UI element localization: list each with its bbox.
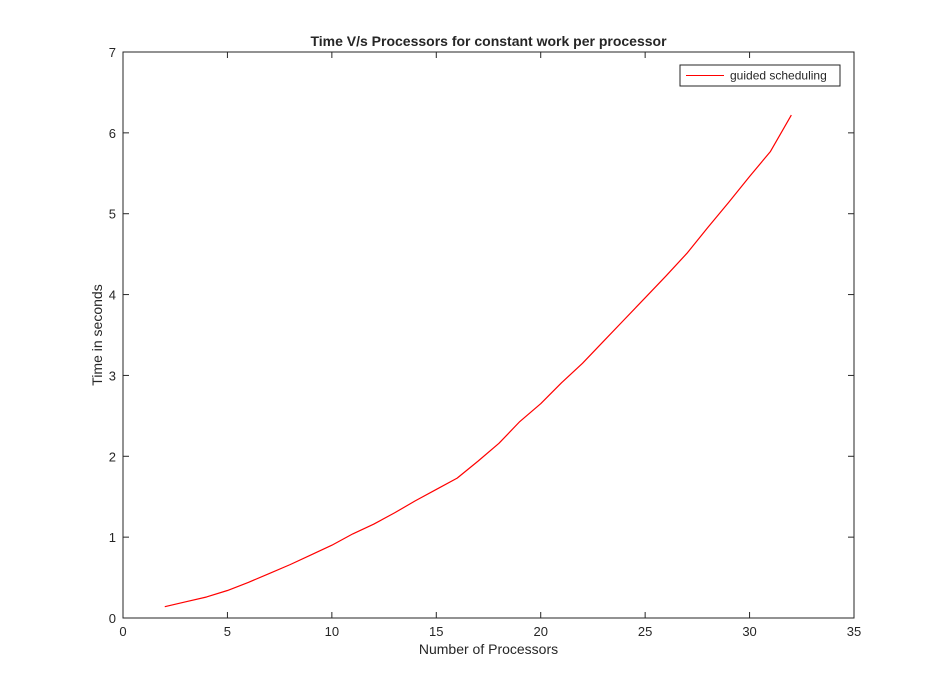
chart-title: Time V/s Processors for constant work pe… <box>310 33 667 49</box>
data-point <box>309 553 312 556</box>
data-point <box>560 381 563 384</box>
data-point <box>393 511 396 514</box>
y-tick-label: 2 <box>109 449 116 464</box>
data-point <box>518 420 521 423</box>
data-point <box>665 274 668 277</box>
data-point <box>226 589 229 592</box>
data-point <box>351 532 354 535</box>
y-tick-label: 1 <box>109 530 116 545</box>
data-point <box>497 442 500 445</box>
series-layer <box>163 114 793 608</box>
data-point <box>727 201 730 204</box>
data-point <box>247 581 250 584</box>
x-tick-label: 30 <box>742 624 756 639</box>
x-tick-label: 20 <box>533 624 547 639</box>
x-tick-label: 5 <box>224 624 231 639</box>
x-tick-label: 35 <box>847 624 861 639</box>
data-point <box>330 544 333 547</box>
x-tick-label: 25 <box>638 624 652 639</box>
x-tick-label: 10 <box>325 624 339 639</box>
data-point <box>644 296 647 299</box>
data-point <box>184 600 187 603</box>
data-point <box>268 572 271 575</box>
data-point <box>581 362 584 365</box>
data-point <box>769 150 772 153</box>
y-tick-label: 3 <box>109 368 116 383</box>
y-tick-label: 7 <box>109 45 116 60</box>
legend-box <box>679 64 841 87</box>
data-point <box>539 402 542 405</box>
axis-ticks: 0 5 10 15 20 25 30 35 0 1 2 3 4 5 6 7 <box>109 45 861 639</box>
data-point <box>205 595 208 598</box>
data-point <box>163 605 166 608</box>
data-point <box>602 340 605 343</box>
data-point <box>372 523 375 526</box>
x-tick-label: 0 <box>119 624 126 639</box>
data-point <box>748 175 751 178</box>
y-axis-label: Time in seconds <box>89 284 105 385</box>
plot-area <box>122 51 855 619</box>
data-point <box>414 499 417 502</box>
legend-label: guided scheduling <box>730 69 827 83</box>
data-point <box>685 252 688 255</box>
y-tick-label: 0 <box>109 611 116 626</box>
data-point <box>456 477 459 480</box>
y-tick-label: 6 <box>109 126 116 141</box>
data-point <box>706 226 709 229</box>
x-tick-label: 15 <box>429 624 443 639</box>
data-point <box>435 488 438 491</box>
data-point <box>790 114 793 117</box>
data-point <box>477 460 480 463</box>
series-line-0 <box>164 114 792 608</box>
x-axis-label: Number of Processors <box>419 641 558 657</box>
data-point <box>623 318 626 321</box>
y-tick-label: 4 <box>109 288 116 303</box>
legend: guided scheduling <box>679 64 841 87</box>
y-tick-label: 5 <box>109 207 116 222</box>
data-point <box>289 563 292 566</box>
